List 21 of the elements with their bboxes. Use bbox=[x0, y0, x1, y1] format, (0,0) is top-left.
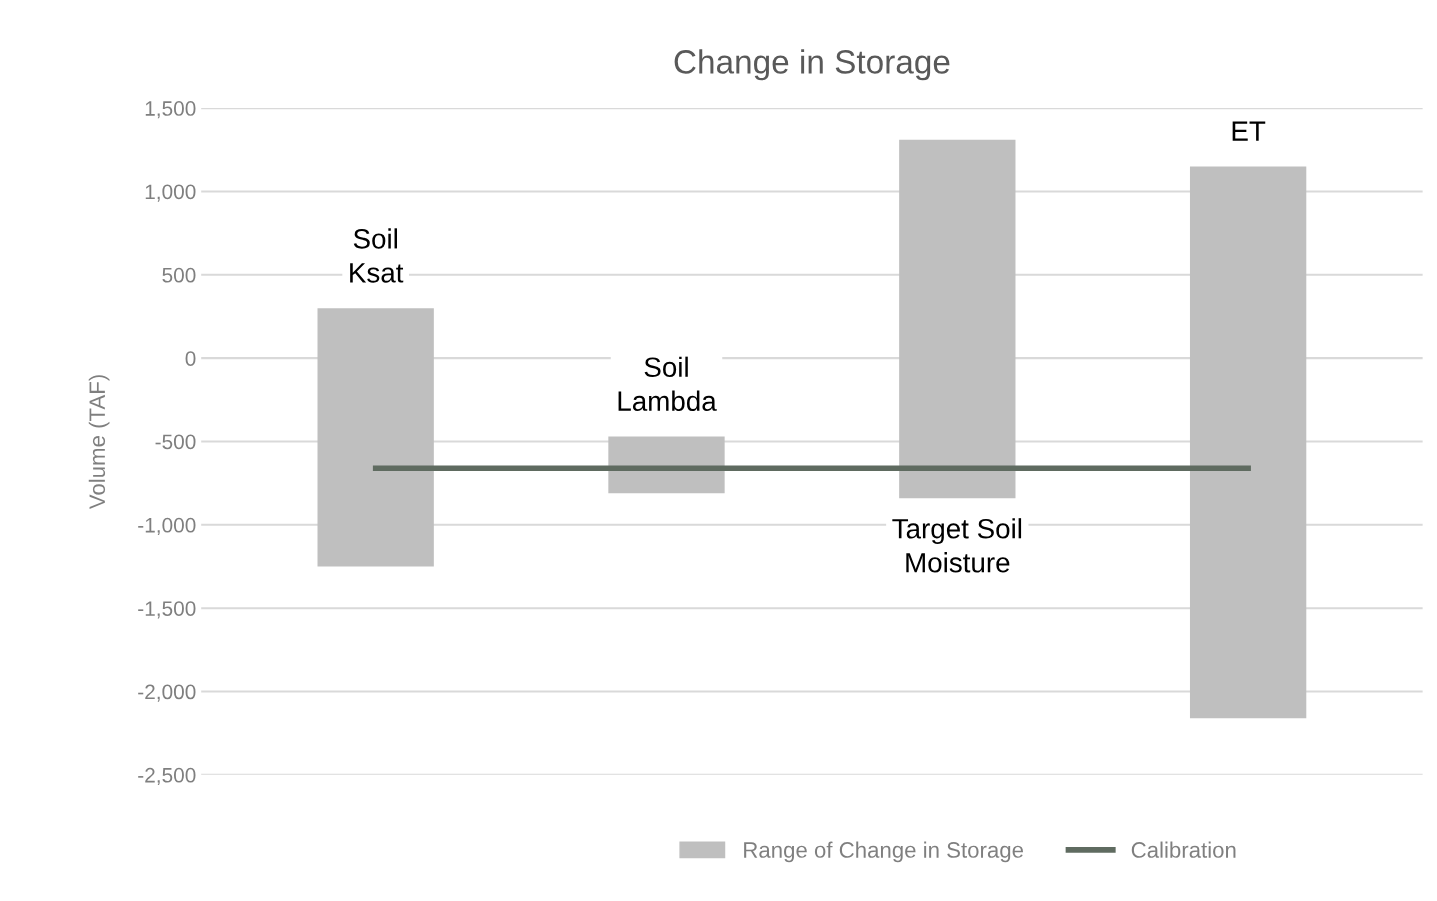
legend-label: Range of Change in Storage bbox=[744, 841, 1024, 863]
y-tick-label: -1,500 bbox=[138, 601, 196, 619]
x-tick-label: Soil Lambda bbox=[618, 356, 717, 411]
y-tick-label: 0 bbox=[185, 351, 196, 366]
chart-title: Change in Storage bbox=[674, 49, 950, 81]
y-tick-label: -2,500 bbox=[138, 767, 196, 786]
y-tick-label: -1,000 bbox=[138, 517, 196, 536]
legend-label: Calibration bbox=[1131, 841, 1236, 858]
bar bbox=[1189, 166, 1307, 719]
x-tick-label: ET bbox=[1232, 121, 1266, 141]
y-tick-label: 1,500 bbox=[145, 101, 196, 119]
y-tick-label: 1,000 bbox=[145, 184, 196, 202]
x-tick-label: Soil Ksat bbox=[350, 228, 404, 283]
y-tick-label: -2,000 bbox=[138, 684, 196, 702]
bar bbox=[608, 436, 725, 494]
x-tick-label: Target Soil Moisture bbox=[892, 518, 1022, 573]
y-axis-title: Volume (TAF) bbox=[88, 375, 110, 510]
bar bbox=[899, 139, 1016, 499]
y-tick-label: -500 bbox=[155, 434, 196, 450]
bar bbox=[317, 308, 434, 567]
y-tick-label: 500 bbox=[162, 267, 196, 283]
